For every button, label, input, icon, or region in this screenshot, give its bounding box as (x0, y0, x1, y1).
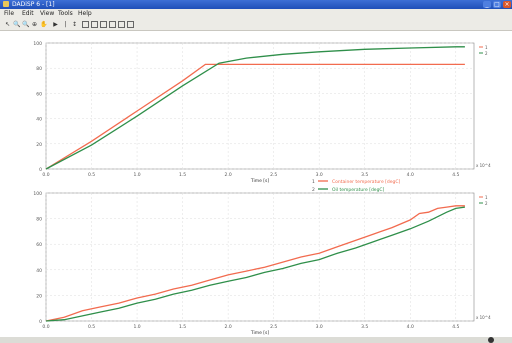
series-line (45, 205, 465, 322)
x-axis-label: Time [s] (250, 330, 270, 336)
x-tick-label: 4.5 (452, 324, 459, 330)
scale-icon[interactable]: ↕ (71, 21, 78, 28)
y-tick-label: 80 (36, 217, 42, 223)
separator-icon: | (64, 21, 67, 28)
x-tick-label: 3.0 (316, 172, 323, 178)
side-legend-label: 2 (485, 51, 488, 56)
window-title: DADiSP 6 - [1] (12, 1, 55, 8)
plot-area: 0 20 40 60 80 100 0.0 0.5 1.0 1.5 2.0 2.5 3.0 3.5 4.0 4… (0, 31, 512, 337)
y-tick-label: 20 (36, 293, 42, 299)
side-legend-label: 1 (485, 195, 488, 200)
plot-frame (45, 42, 475, 170)
x-tick-label: 4.5 (452, 172, 459, 178)
side-legend-label: 2 (485, 201, 488, 206)
y-tick-label: 100 (33, 191, 42, 197)
window-icon[interactable] (118, 21, 125, 28)
y-tick-label: 60 (36, 91, 42, 97)
legend-index: 1 (312, 179, 315, 185)
x-tick-label: 1.0 (133, 172, 140, 178)
x-tick-label: 2.0 (225, 172, 232, 178)
status-icon (488, 337, 494, 343)
menu-view[interactable]: View (40, 10, 55, 17)
x-tick-label: 1.0 (133, 324, 140, 330)
x-tick-label: 0.5 (88, 172, 95, 178)
window-icon[interactable] (82, 21, 89, 28)
app-icon (3, 1, 9, 7)
play-icon[interactable]: ▶ (53, 21, 58, 28)
x-tick-label: 4.0 (407, 172, 414, 178)
x-tick-label: 2.5 (270, 324, 277, 330)
x-tick-label: 3.5 (361, 172, 368, 178)
x-tick-label: 3.0 (316, 324, 323, 330)
y-tick-label: 100 (33, 41, 42, 47)
menu-bar: File Edit View Tools Help (0, 9, 512, 19)
window-icon[interactable] (127, 21, 134, 28)
x-exponent-label: x 10^4 (476, 163, 491, 168)
title-bar[interactable]: DADiSP 6 - [1] _ □ × (0, 0, 512, 9)
x-tick-label: 4.0 (407, 324, 414, 330)
series-line (45, 206, 465, 322)
menu-file[interactable]: File (4, 10, 15, 17)
legend-label: Oil temperature [degC] (332, 187, 385, 193)
x-tick-label: 2.0 (225, 324, 232, 330)
x-tick-label: 0.0 (42, 172, 49, 178)
menu-help[interactable]: Help (78, 10, 92, 17)
status-bar (0, 337, 512, 343)
zoom-out-icon[interactable]: 🔍 (22, 21, 30, 28)
x-tick-label: 3.5 (361, 324, 368, 330)
zoom-in-icon[interactable]: 🔍 (13, 21, 21, 28)
maximize-button[interactable]: □ (493, 1, 501, 8)
window-icon[interactable] (91, 21, 98, 28)
legend-index: 2 (312, 187, 315, 193)
side-legend-label: 1 (485, 45, 488, 50)
x-tick-label: 2.5 (270, 172, 277, 178)
toolbar: ↖ 🔍 🔍 ⊕ ✋ ▶ | ↕ (0, 19, 512, 31)
y-tick-label: 40 (36, 268, 42, 274)
menu-tools[interactable]: Tools (58, 10, 73, 17)
x-axis-label: Time [s] (250, 178, 270, 184)
y-tick-label: 40 (36, 117, 42, 123)
crosshair-icon[interactable]: ⊕ (31, 21, 38, 28)
plot-frame (45, 192, 475, 322)
x-tick-label: 0.5 (88, 324, 95, 330)
pan-icon[interactable]: ✋ (40, 21, 48, 28)
y-tick-label: 0 (39, 319, 42, 325)
y-tick-label: 0 (39, 167, 42, 173)
menu-edit[interactable]: Edit (22, 10, 34, 17)
y-tick-label: 80 (36, 66, 42, 72)
y-tick-label: 60 (36, 242, 42, 248)
legend-label: Container temperature [degC] (332, 179, 401, 185)
x-tick-label: 1.5 (179, 324, 186, 330)
x-tick-label: 1.5 (179, 172, 186, 178)
series-line (45, 46, 465, 170)
window-icon[interactable] (109, 21, 116, 28)
minimize-button[interactable]: _ (483, 1, 491, 8)
close-button[interactable]: × (503, 1, 511, 8)
y-tick-label: 20 (36, 142, 42, 148)
pointer-icon[interactable]: ↖ (4, 21, 11, 28)
window-icon[interactable] (100, 21, 107, 28)
x-tick-label: 0.0 (42, 324, 49, 330)
x-exponent-label: x 10^4 (476, 315, 491, 320)
